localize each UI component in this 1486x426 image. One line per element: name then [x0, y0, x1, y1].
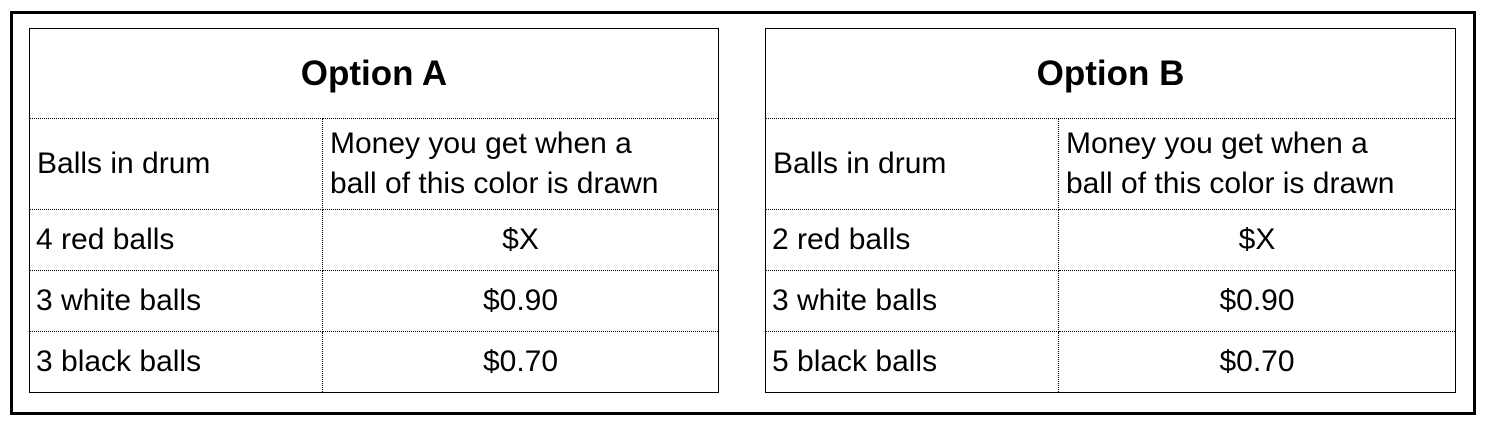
- money-header: Money you get when a ball of this color i…: [1058, 118, 1456, 210]
- balls-cell: 3 black balls: [29, 331, 323, 393]
- table-row: 2 red balls $X: [765, 209, 1456, 271]
- money-cell: $X: [322, 209, 719, 271]
- balls-header: Balls in drum: [765, 118, 1059, 210]
- table-row: 4 red balls $X: [29, 209, 719, 271]
- money-cell: $0.70: [322, 331, 719, 393]
- option-a-title: Option A: [29, 28, 719, 119]
- money-cell: $X: [1058, 209, 1456, 271]
- balls-cell: 4 red balls: [29, 209, 323, 271]
- balls-cell: 3 white balls: [765, 270, 1059, 332]
- outer-frame: [10, 11, 1476, 415]
- money-cell: $0.90: [322, 270, 719, 332]
- balls-cell: 2 red balls: [765, 209, 1059, 271]
- money-header-line2: ball of this color is drawn: [330, 167, 659, 200]
- money-header-line1: Money you get when a: [330, 127, 632, 160]
- money-cell: $0.70: [1058, 331, 1456, 393]
- balls-cell: 5 black balls: [765, 331, 1059, 393]
- money-header: Money you get when a ball of this color i…: [322, 118, 719, 210]
- money-header-line1: Money you get when a: [1066, 127, 1368, 160]
- balls-header: Balls in drum: [29, 118, 323, 210]
- table-row: 3 black balls $0.70: [29, 331, 719, 393]
- table-row: 3 white balls $0.90: [765, 270, 1456, 332]
- table-row: 3 white balls $0.90: [29, 270, 719, 332]
- table-row: 5 black balls $0.70: [765, 331, 1456, 393]
- option-b-title: Option B: [765, 28, 1456, 119]
- option-a-table: Option A Balls in drum Money you get whe…: [29, 28, 719, 393]
- money-header-line2: ball of this color is drawn: [1066, 167, 1395, 200]
- balls-cell: 3 white balls: [29, 270, 323, 332]
- option-b-table: Option B Balls in drum Money you get whe…: [765, 28, 1456, 393]
- money-cell: $0.90: [1058, 270, 1456, 332]
